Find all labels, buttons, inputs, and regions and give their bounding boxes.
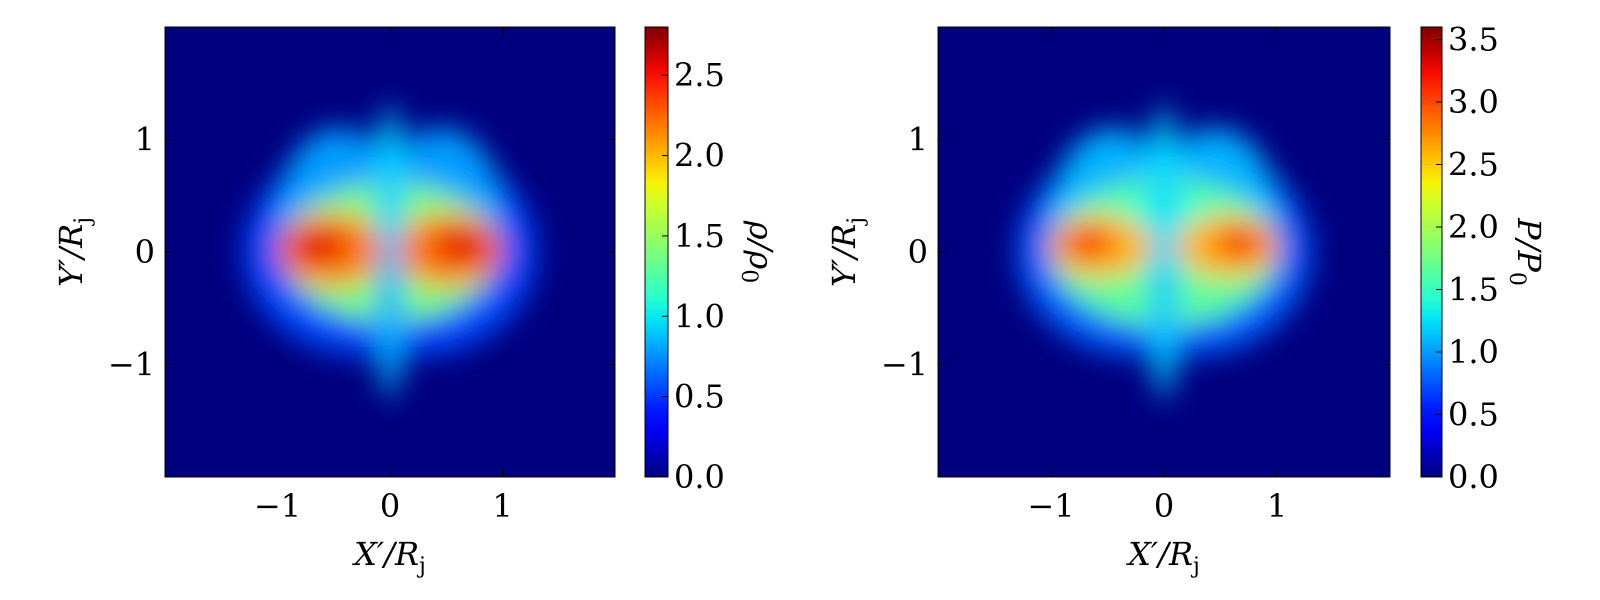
heatmap-blob-8 (432, 227, 492, 264)
colorbar-tick-label: 2.0 (1448, 208, 1499, 246)
heatmap-field (243, 105, 537, 399)
colorbar-tick-label: 0.5 (1448, 396, 1499, 434)
colorbar-frame (1420, 26, 1443, 478)
colorbar-tick-label: 1.5 (1448, 271, 1499, 309)
y-axis-label: Y′/Rj (825, 217, 869, 287)
colorbar: 0.0 0.5 1.0 1.5 2.0 2.5 ρ/ρ0 (644, 26, 780, 496)
colorbar-tick-label: 0.0 (1448, 458, 1499, 496)
colorbar-gradient (645, 27, 668, 477)
heatmap-field (1017, 105, 1311, 399)
y-axis-label: Y′/Rj (52, 217, 96, 287)
heatmap-blob-11 (1150, 229, 1178, 399)
colorbar-tick-label: 0.0 (674, 458, 725, 496)
heatmap-blob-8 (1063, 227, 1114, 259)
x-tick-label: −1 (254, 487, 301, 525)
y-tick-label: −1 (108, 346, 155, 384)
colorbar-tick-label: 1.0 (1448, 333, 1499, 371)
x-axis-label: X′/Rj (1125, 535, 1200, 579)
y-tick-label: −1 (881, 346, 928, 384)
x-tick-label: 0 (1154, 487, 1174, 525)
colorbar-tick-label: 3.5 (1448, 21, 1499, 59)
x-axis-label: X′/Rj (351, 535, 426, 579)
colorbar-tick-label: 1.5 (674, 217, 725, 255)
panel-2: −1 0 1 −1 0 1 X′/Rj Y′/Rj 0.0 0.5 1.0 1.5 2.0 2.5 3.0 3… (825, 21, 1548, 580)
y-tick-label: 1 (135, 121, 155, 159)
colorbar-label: ρ/ρ0 (736, 220, 780, 283)
colorbar-frame (644, 26, 669, 478)
colorbar-label: P/P0 (1504, 217, 1548, 286)
heatmap-blob-10 (1150, 105, 1178, 275)
colorbar-tick-label: 2.5 (1448, 146, 1499, 184)
x-tick-label: 1 (1267, 487, 1287, 525)
colorbar-tick-label: 3.0 (1448, 83, 1499, 121)
colorbar-gradient (1421, 27, 1442, 477)
y-tick-label: 0 (908, 233, 928, 271)
panel-1: −1 0 1 −1 0 1 X′/Rj Y′/Rj 0.0 0.5 1.0 1.5 2.0 2.5 ρ/ρ0 (52, 26, 780, 579)
y-tick-label: 0 (135, 233, 155, 271)
heatmap-blob-9 (1214, 227, 1265, 259)
colorbar-tick-label: 2.5 (674, 56, 725, 94)
x-tick-label: 0 (380, 487, 400, 525)
colorbar: 0.0 0.5 1.0 1.5 2.0 2.5 3.0 3.5 P/P0 (1420, 21, 1548, 496)
x-tick-label: 1 (492, 487, 512, 525)
y-tick-label: 1 (908, 121, 928, 159)
heatmap-blob-7 (288, 227, 348, 264)
colorbar-tick-label: 1.0 (674, 297, 725, 335)
x-tick-label: −1 (1027, 487, 1074, 525)
heatmap-blob-9 (376, 105, 404, 275)
colorbar-tick-label: 2.0 (674, 137, 725, 175)
colorbar-tick-label: 0.5 (674, 378, 725, 416)
heatmap-blob-10 (376, 229, 404, 399)
